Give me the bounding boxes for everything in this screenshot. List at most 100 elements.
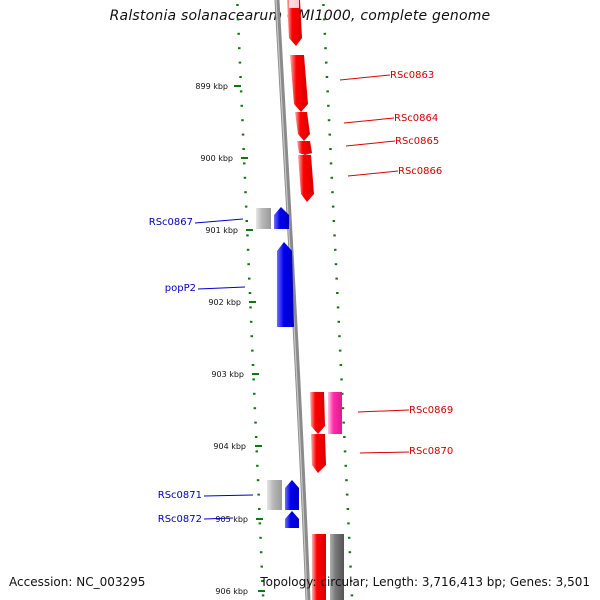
right-dot [340,378,343,381]
gene-rsc0872 [285,511,299,528]
right-dot [345,479,348,482]
label-rsc0866: RSc0866 [398,166,442,177]
feature-rsc0867-grey [256,208,271,229]
ruler-label-902: 902 kbp [208,298,241,307]
right-dot [325,61,328,64]
left-dot [241,133,245,136]
left-dot [245,220,248,222]
right-dot [346,508,350,510]
leader-rsc0869 [357,409,410,413]
ruler-tick [249,301,256,303]
leader-rsc0866 [347,170,399,177]
right-dot [333,234,336,237]
right-dot [334,248,337,251]
accession-text: Accession: NC_003295 [9,575,146,589]
gene-rsc0864 [295,112,310,141]
left-dot [243,176,247,179]
left-dot [242,148,245,150]
left-dot [239,90,243,93]
left-dot [238,61,242,64]
right-dot [341,407,345,410]
ruler-tick [255,445,262,447]
left-dot [251,364,255,366]
right-dot [327,104,330,107]
left-dot [237,32,240,35]
right-dot [336,292,339,294]
right-dot [343,436,346,438]
ruler-ticks [234,85,265,592]
left-dot [257,493,260,496]
ruler-label-904: 904 kbp [213,442,246,451]
ruler-tick [234,85,241,87]
label-rsc0872: RSc0872 [158,514,202,525]
gene-rsc0870 [311,434,326,473]
gene-rsc0866 [298,155,314,202]
left-dot [256,464,259,467]
left-dot [258,522,262,525]
right-dot [338,335,341,338]
left-dot [243,162,246,165]
label-rsc0870: RSc0870 [409,446,453,457]
left-dot [254,436,258,438]
right-dot [331,191,334,194]
ruler-label-903: 903 kbp [211,370,244,379]
left-dot [238,47,241,50]
left-dot [246,234,249,237]
leader-popp2 [197,286,246,290]
right-dot [326,90,329,93]
label-rsc0867: RSc0867 [149,217,193,228]
ruler-label-899: 899 kbp [195,82,228,91]
right-dot [335,277,338,280]
topology-text: Topology: circular; Length: 3,716,413 bp… [260,575,590,589]
left-dot [250,335,253,338]
ruler-labels: 899 kbp 900 kbp 901 kbp 902 kbp 903 kbp … [195,82,248,596]
gene-rsc0865 [297,141,312,155]
genome-backbone [274,0,311,600]
right-dot [324,47,327,50]
leader-rsc0872 [203,517,234,520]
right-dot [343,450,347,453]
right-dot [322,18,326,21]
right-dot [334,263,338,266]
reverse-leader-lines [194,218,254,520]
left-dot [239,76,242,78]
left-dot [246,248,250,251]
feature-rsc0871-grey [267,480,282,510]
dotted-tick-tracks [236,4,354,597]
right-dot [327,119,331,122]
right-dot [347,522,350,525]
ruler-tick [241,157,248,159]
ruler-label-900: 900 kbp [200,154,233,163]
left-dot [248,277,251,280]
reverse-genes [256,207,299,528]
label-rsc0864: RSc0864 [394,113,438,124]
left-dot [254,421,257,424]
leader-rsc0865 [345,140,396,147]
ruler-tick [252,373,259,375]
leader-rsc0867 [194,218,244,224]
ruler-tick [256,518,263,520]
right-dot [344,464,347,467]
left-dot [259,536,262,539]
left-dot [252,378,255,381]
left-dot [236,4,239,6]
left-dot [249,306,252,309]
right-dot [332,220,336,222]
ruler-label-901: 901 kbp [205,226,238,235]
right-dot [328,133,331,136]
left-dot [244,191,247,194]
left-dot [249,320,253,323]
ruler-label-905: 905 kbp [215,515,248,524]
right-dot [330,176,333,179]
left-dot [259,551,263,554]
right-dot [348,551,352,554]
left-dot [256,479,260,482]
right-dot [329,148,332,150]
right-dot [349,565,352,568]
gene-rsc0863 [290,55,308,112]
left-dot [261,594,265,597]
right-dot [350,580,353,582]
left-dot [261,580,264,582]
gene-rsc0867 [274,207,289,229]
